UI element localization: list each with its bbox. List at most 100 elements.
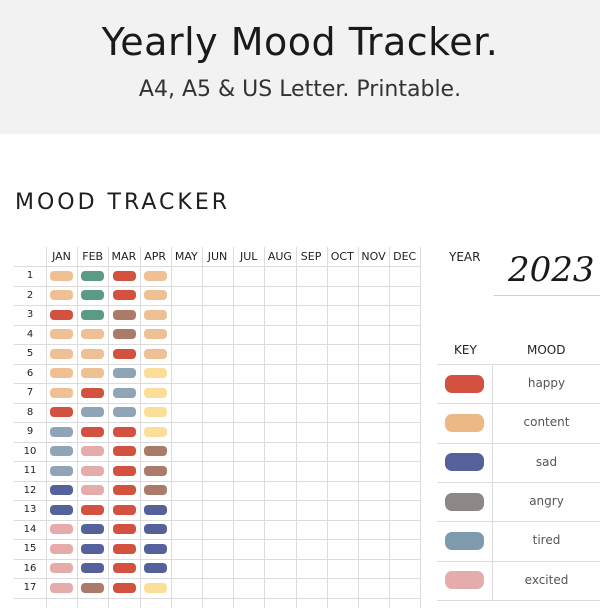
key-row-line	[437, 481, 600, 483]
mood-entry[interactable]	[50, 290, 74, 301]
grid-row-line	[14, 480, 421, 482]
grid-row-line	[14, 402, 421, 404]
mood-entry[interactable]	[112, 270, 136, 281]
mood-entry[interactable]	[112, 329, 136, 340]
mood-entry[interactable]	[112, 563, 136, 574]
key-label-happy: happy	[527, 376, 566, 390]
mood-entry[interactable]	[112, 582, 136, 593]
mood-entry[interactable]	[143, 309, 167, 320]
month-header: SEP	[300, 250, 322, 263]
mood-entry[interactable]	[143, 270, 167, 281]
key-swatch-angry	[445, 492, 484, 511]
day-number: 11	[23, 465, 37, 476]
key-header: KEY	[454, 343, 477, 357]
mood-entry[interactable]	[50, 426, 74, 437]
mood-entry[interactable]	[81, 348, 105, 359]
mood-entry[interactable]	[112, 290, 136, 301]
mood-entry[interactable]	[50, 504, 74, 515]
month-header: AUG	[267, 250, 292, 263]
mood-entry[interactable]	[112, 407, 136, 418]
mood-entry[interactable]	[50, 582, 74, 593]
key-swatch-content	[445, 413, 484, 432]
mood-entry[interactable]	[112, 485, 136, 496]
mood-entry[interactable]	[50, 387, 74, 398]
mood-entry[interactable]	[81, 582, 105, 593]
mood-entry[interactable]	[50, 270, 74, 281]
grid-row-line	[14, 539, 421, 540]
grid-row-line	[14, 285, 421, 287]
month-header: MAY	[174, 250, 198, 263]
mood-entry[interactable]	[81, 485, 105, 496]
mood-entry[interactable]	[81, 309, 105, 320]
mood-entry[interactable]	[50, 563, 74, 574]
mood-entry[interactable]	[50, 543, 74, 554]
key-swatch-tired	[445, 531, 484, 550]
mood-entry[interactable]	[143, 524, 167, 535]
mood-entry[interactable]	[143, 387, 167, 398]
day-number: 5	[26, 348, 34, 359]
mood-entry[interactable]	[112, 465, 136, 476]
mood-entry[interactable]	[81, 290, 105, 301]
mood-entry[interactable]	[112, 368, 136, 379]
grid-column-line	[139, 247, 141, 608]
mood-entry[interactable]	[50, 368, 74, 379]
mood-entry[interactable]	[50, 309, 74, 320]
mood-entry[interactable]	[143, 368, 167, 379]
mood-entry[interactable]	[143, 348, 167, 359]
mood-entry[interactable]	[81, 465, 105, 476]
mood-entry[interactable]	[143, 290, 167, 301]
key-row-line	[437, 442, 600, 444]
mood-entry[interactable]	[50, 407, 74, 418]
grid-row-line	[14, 422, 421, 423]
mood-entry[interactable]	[143, 407, 167, 418]
month-header: DEC	[393, 250, 417, 263]
mood-entry[interactable]	[112, 446, 136, 457]
mood-entry[interactable]	[112, 426, 136, 437]
mood-entry[interactable]	[81, 368, 105, 379]
mood-entry[interactable]	[50, 524, 74, 535]
mood-entry[interactable]	[81, 329, 105, 340]
mood-entry[interactable]	[81, 426, 105, 437]
mood-entry[interactable]	[81, 504, 105, 515]
mood-entry[interactable]	[112, 348, 136, 359]
banner-subtitle: A4, A5 & US Letter. Printable.	[138, 77, 462, 102]
month-header: JUN	[207, 250, 228, 263]
month-header: OCT	[330, 250, 354, 263]
mood-entry[interactable]	[50, 446, 74, 457]
mood-entry[interactable]	[81, 446, 105, 457]
grid-row-line	[14, 500, 421, 501]
day-number: 10	[23, 445, 37, 457]
year-label: YEAR	[449, 250, 481, 264]
mood-entry[interactable]	[50, 348, 74, 359]
mood-entry[interactable]	[81, 563, 105, 574]
mood-entry[interactable]	[81, 543, 105, 554]
grid-column-line	[389, 247, 391, 608]
mood-entry[interactable]	[143, 329, 167, 340]
mood-entry[interactable]	[112, 387, 136, 398]
mood-entry[interactable]	[50, 329, 74, 340]
mood-entry[interactable]	[143, 563, 167, 574]
mood-entry[interactable]	[50, 485, 74, 496]
sheet-title: MOOD TRACKER	[15, 190, 231, 215]
mood-entry[interactable]	[143, 504, 167, 515]
mood-entry[interactable]	[112, 524, 136, 535]
day-number: 1	[26, 270, 34, 281]
mood-entry[interactable]	[112, 543, 136, 554]
mood-entry[interactable]	[143, 485, 167, 496]
mood-entry[interactable]	[112, 309, 136, 320]
mood-entry[interactable]	[143, 465, 167, 476]
mood-entry[interactable]	[81, 524, 105, 535]
mood-entry[interactable]	[81, 407, 105, 418]
grid-column-line	[46, 247, 47, 608]
mood-entry[interactable]	[81, 387, 105, 398]
key-swatch-sad	[445, 453, 484, 472]
mood-entry[interactable]	[50, 465, 74, 476]
mood-entry[interactable]	[143, 426, 167, 437]
mood-entry[interactable]	[81, 270, 105, 281]
mood-entry[interactable]	[143, 543, 167, 554]
mood-entry[interactable]	[112, 504, 136, 515]
mood-entry[interactable]	[143, 446, 167, 457]
grid-column-line	[295, 247, 297, 608]
day-number: 3	[26, 309, 34, 320]
mood-entry[interactable]	[143, 582, 167, 593]
